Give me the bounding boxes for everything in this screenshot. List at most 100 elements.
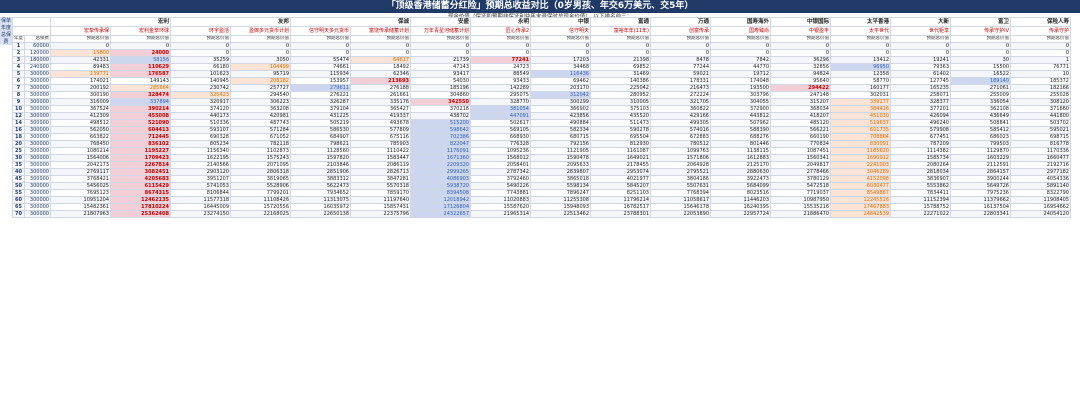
table-cell: 0 (290, 49, 351, 57)
table-cell: 3046289 (830, 168, 891, 176)
comparison-table-container[interactable]: 宏利 友邦 保诚 安盛 永明 中银 富通 万通 国寿海外 中银国际 太平香港 大新 富卫 保险人寿 宏挚传承… (12, 17, 1080, 418)
table-cell: 660190 (770, 133, 831, 141)
table-cell: 295075 (470, 91, 531, 99)
table-cell: 2042173 (50, 161, 111, 169)
table-cell: 337894 (110, 98, 171, 106)
table-cell: 585412 (950, 126, 1011, 134)
table-cell: 58156 (110, 56, 171, 64)
table-cell: 498512 (50, 119, 111, 127)
table-cell: 668930 (470, 133, 531, 141)
table-cell: 2953074 (590, 168, 651, 176)
table-cell: 96950 (830, 63, 891, 71)
table-cell: 257727 (230, 84, 291, 92)
table-cell: 412309 (50, 112, 111, 120)
table-cell: 2864157 (950, 168, 1011, 176)
table-cell: 2241003 (830, 161, 891, 169)
company-header: 安盛 (410, 17, 471, 27)
table-cell: 684907 (290, 133, 351, 141)
row-premium: 300000 (24, 147, 51, 155)
table-row: 16 300000 562050 604413 593107 571284 586530 57… (12, 126, 1071, 134)
table-cell: 23274150 (170, 210, 231, 218)
table-cell: 22513462 (530, 210, 591, 218)
table-cell: 7743881 (470, 189, 531, 197)
table-cell: 1080214 (50, 147, 111, 155)
table-cell: 316009 (50, 98, 111, 106)
product-header: 国寿臻尚 (710, 26, 771, 36)
table-cell: 419337 (350, 112, 411, 120)
table-cell: 11152394 (890, 196, 951, 204)
table-cell: 3836907 (890, 175, 951, 183)
sub-header: 预期总价值 (290, 35, 351, 43)
table-cell: 104499 (230, 63, 291, 71)
company-header: 大新 (890, 17, 951, 27)
table-cell: 3951207 (170, 175, 231, 183)
table-cell: 4152098 (830, 175, 891, 183)
table-cell: 7834411 (890, 189, 951, 197)
table-cell: 93417 (410, 70, 471, 78)
table-cell: 686023 (950, 133, 1011, 141)
table-cell: 216473 (650, 84, 711, 92)
table-cell: 11020883 (470, 196, 531, 204)
table-cell: 110629 (110, 63, 171, 71)
table-row: 30 300000 1564006 1709423 1622195 1575243 1597… (12, 154, 1071, 162)
table-cell: 310005 (590, 98, 651, 106)
row-year: 65 (12, 203, 25, 211)
table-cell: 255009 (950, 91, 1011, 99)
table-cell: 836102 (110, 140, 171, 148)
table-cell: 35259 (170, 56, 231, 64)
table-cell: 7842 (710, 56, 771, 64)
table-cell: 801446 (710, 140, 771, 148)
table-cell: 776328 (470, 140, 531, 148)
company-header: 保诚 (290, 17, 411, 27)
table-cell: 2112591 (950, 161, 1011, 169)
table-cell: 770834 (770, 140, 831, 148)
table-cell: 320917 (170, 98, 231, 106)
table-cell: 586530 (290, 126, 351, 134)
table-cell: 2826713 (350, 168, 411, 176)
row-year: 2 (12, 49, 25, 57)
table-cell: 515200 (410, 119, 471, 127)
table-cell: 371660 (1010, 105, 1071, 113)
table-cell: 5507631 (650, 182, 711, 190)
table-cell: 672883 (650, 133, 711, 141)
product-header: 富饶传承储蓄计划 (350, 26, 411, 36)
table-row: 40 300000 2769117 3082451 2903120 2806318 2851… (12, 168, 1071, 176)
table-cell: 485120 (770, 119, 831, 127)
table-cell: 7975236 (950, 189, 1011, 197)
table-cell: 426094 (890, 112, 951, 120)
table-cell: 7768394 (650, 189, 711, 197)
table-cell: 571284 (230, 126, 291, 134)
row-year: 25 (12, 147, 25, 155)
table-cell: 336054 (950, 98, 1011, 106)
table-cell: 185372 (1010, 77, 1071, 85)
table-cell: 19241 (890, 56, 951, 64)
table-cell: 101623 (170, 70, 231, 78)
table-cell: 0 (710, 49, 771, 57)
company-header: 国寿海外 (710, 17, 771, 27)
table-cell: 193500 (710, 84, 771, 92)
table-cell: 304860 (410, 91, 471, 99)
row-year: 7 (12, 84, 25, 92)
table-cell: 66180 (170, 63, 231, 71)
company-header-row: 宏利 友邦 保诚 安盛 永明 中银 富通 万通 国寿海外 中银国际 太平香港 大新 富卫 保险人寿 (12, 17, 1071, 27)
table-cell: 303796 (710, 91, 771, 99)
table-cell: 165235 (890, 84, 951, 92)
table-cell: 2267814 (110, 161, 171, 169)
table-cell: 76771 (1010, 63, 1071, 71)
row-premium: 300000 (24, 105, 51, 113)
table-cell: 429166 (650, 112, 711, 120)
table-cell: 455008 (110, 112, 171, 120)
company-header: 保险人寿 (1010, 17, 1071, 27)
table-cell: 582334 (530, 126, 591, 134)
table-cell: 3780129 (770, 175, 831, 183)
table-cell: 94824 (770, 70, 831, 78)
table-cell: 0 (230, 49, 291, 57)
table-cell: 5490226 (470, 182, 531, 190)
table-cell: 182166 (1010, 84, 1071, 92)
table-cell: 0 (890, 42, 951, 50)
table-cell: 384416 (830, 105, 891, 113)
table-cell: 3847281 (350, 175, 411, 183)
table-cell: 7719037 (770, 189, 831, 197)
table-cell: 16240395 (710, 203, 771, 211)
table-cell: 2787342 (470, 168, 531, 176)
